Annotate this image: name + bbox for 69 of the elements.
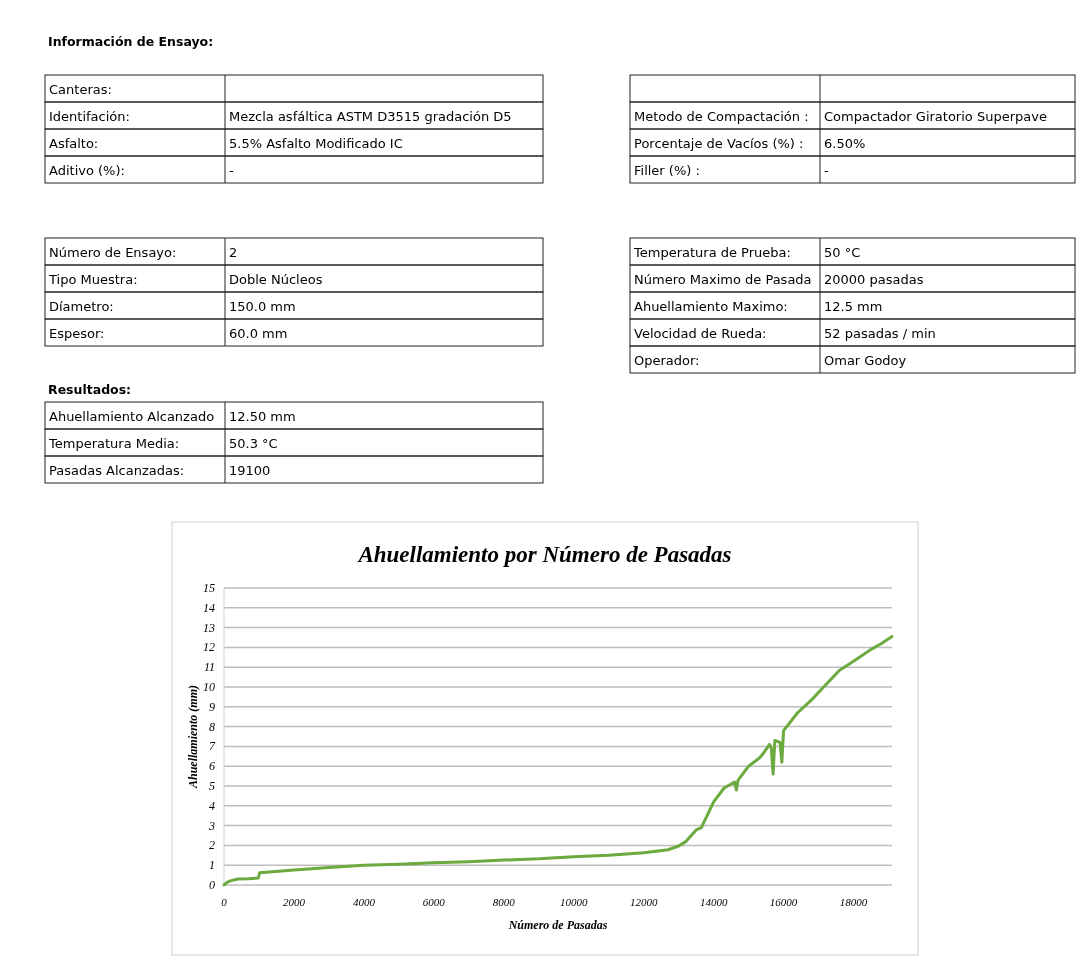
text: Número de Ensayo:	[49, 245, 177, 260]
text: Velocidad de Rueda:	[634, 326, 767, 341]
text: Aditivo (%):	[49, 163, 125, 178]
chart-title: Ahuellamiento por Número de Pasadas	[356, 542, 732, 567]
text: 20000 pasadas	[824, 272, 924, 287]
y-tick-label: 15	[203, 581, 215, 595]
text: Metodo de Compactación :	[634, 109, 809, 124]
x-tick-label: 8000	[492, 896, 516, 908]
text: 150.0 mm	[229, 299, 296, 314]
text: Tipo Muestra:	[48, 272, 138, 287]
text: Espesor:	[49, 326, 105, 341]
text: Canteras:	[49, 82, 112, 97]
text: 50 °C	[824, 245, 861, 260]
text: 50.3 °C	[229, 436, 278, 451]
y-tick-label: 7	[209, 739, 216, 754]
text: 60.0 mm	[229, 326, 288, 341]
x-tick-label: 4000	[352, 896, 376, 908]
text: 12.50 mm	[229, 409, 296, 424]
text: Identifación:	[49, 109, 130, 124]
x-tick-label: 6000	[422, 896, 446, 908]
y-tick-label: 12	[203, 640, 215, 655]
y-tick-label: 5	[209, 779, 215, 793]
text: Ahuellamiento Maximo:	[634, 299, 788, 314]
text: Filler (%) :	[634, 163, 700, 178]
text: Resultados:	[48, 382, 132, 397]
text: Número Maximo de Pasada	[634, 272, 812, 287]
y-tick-label: 3	[208, 818, 215, 833]
text: Ahuellamiento Alcanzado	[49, 409, 215, 424]
line-series	[222, 635, 894, 887]
y-tick-label: 9	[209, 699, 215, 714]
text: 6.50%	[824, 136, 866, 151]
text: Porcentaje de Vacíos (%) :	[634, 136, 804, 151]
y-tick-label: 1	[209, 858, 215, 873]
text: 52 pasadas / min	[824, 326, 936, 341]
y-tick-label: 4	[209, 798, 215, 813]
text: Compactador Giratorio Superpave	[824, 109, 1047, 124]
text: 12.5 mm	[824, 299, 883, 314]
y-tick-label: 2	[209, 838, 215, 853]
x-tick-label: 2000	[282, 896, 306, 908]
text: -	[229, 163, 234, 178]
x-tick-label: 18000	[839, 896, 868, 908]
text: Temperatura de Prueba:	[633, 245, 791, 260]
text: Doble Núcleos	[229, 272, 323, 287]
text: 2	[229, 245, 238, 260]
text: -	[824, 163, 829, 178]
text: Temperatura Media:	[48, 436, 180, 451]
y-tick-label: 11	[203, 660, 215, 675]
y-tick-label: 6	[209, 759, 215, 774]
text: 19100	[229, 463, 271, 478]
x-tick-label: 16000	[769, 896, 798, 908]
y-tick-label: 0	[209, 878, 215, 892]
text: Omar Godoy	[824, 353, 907, 368]
text: 5.5% Asfalto Modificado IC	[229, 136, 403, 151]
text: Mezcla asfáltica ASTM D3515 gradación D5	[229, 109, 512, 124]
text: Díametro:	[49, 299, 114, 314]
y-tick-label: 8	[209, 719, 215, 734]
x-tick-label: 0	[221, 896, 228, 908]
text: Información de Ensayo:	[48, 34, 214, 49]
text: Pasadas Alcanzadas:	[49, 463, 185, 478]
y-tick-label: 10	[203, 680, 215, 694]
y-tick-label: 13	[203, 620, 215, 635]
x-tick-label: 10000	[559, 896, 588, 908]
x-axis-title: Número de Pasadas	[507, 918, 608, 932]
text: Operador:	[634, 353, 700, 368]
x-tick-label: 14000	[699, 896, 728, 908]
y-axis-title: Ahuellamiento (mm)	[186, 684, 200, 790]
text: Asfalto:	[49, 136, 99, 151]
x-tick-label: 12000	[629, 896, 658, 908]
y-tick-label: 14	[203, 600, 215, 615]
